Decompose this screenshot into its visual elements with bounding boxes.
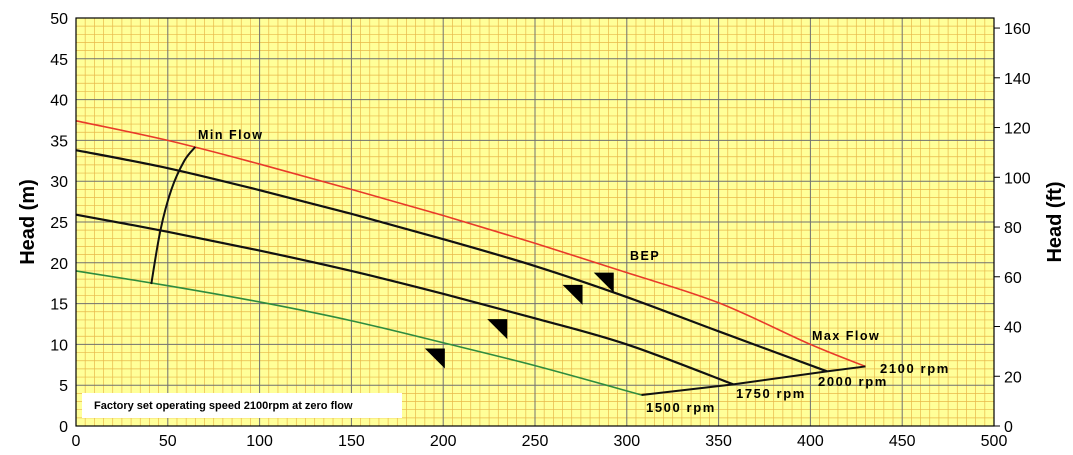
min-flow-curve <box>150 146 197 285</box>
curve-2100-rpm <box>75 120 866 368</box>
y-tick-label-right: 140 <box>1004 71 1031 88</box>
rpm-label-2100: 2100 rpm <box>880 361 950 376</box>
y-tick-label-right: 0 <box>1004 419 1013 436</box>
y-axis-title-right: Head (ft) <box>1044 181 1066 262</box>
rpm-label-1750: 1750 rpm <box>736 386 806 401</box>
max-flow-line <box>641 365 866 396</box>
bep-marker <box>593 272 614 293</box>
curve-1500-rpm <box>75 270 642 396</box>
y-tick-label-right: 120 <box>1004 121 1031 138</box>
bep-marker <box>424 348 445 369</box>
y-tick-label-right: 40 <box>1004 320 1022 337</box>
bep-markers <box>424 272 614 369</box>
max-flow-label: Max Flow <box>812 329 880 343</box>
curves <box>75 120 866 396</box>
y-tick-label-left: 10 <box>50 337 68 354</box>
y-tick-label-left: 20 <box>50 256 68 273</box>
y-tick-label-right: 80 <box>1004 220 1022 237</box>
y-tick-label-right: 20 <box>1004 369 1022 386</box>
x-tick-label: 200 <box>430 433 457 450</box>
x-tick-label: 300 <box>613 433 640 450</box>
x-tick-label: 50 <box>159 433 177 450</box>
x-tick-label: 100 <box>246 433 273 450</box>
y-tick-label-right: 160 <box>1004 21 1031 38</box>
y-tick-label-left: 5 <box>59 378 68 395</box>
curve-1750-rpm <box>75 213 734 386</box>
y-tick-label-left: 45 <box>50 52 68 69</box>
plot-frame <box>75 17 995 427</box>
bep-marker <box>562 284 583 305</box>
y-tick-label-right: 100 <box>1004 170 1031 187</box>
y-tick-label-left: 25 <box>50 215 68 232</box>
rpm-label-2000: 2000 rpm <box>818 374 888 389</box>
y-tick-label-left: 30 <box>50 174 68 191</box>
x-tick-label: 0 <box>72 433 81 450</box>
y-tick-label-left: 35 <box>50 133 68 150</box>
curve-2000-rpm <box>75 149 828 373</box>
factory-speed-note: Factory set operating speed 2100rpm at z… <box>94 400 353 412</box>
y-axis-title-left: Head (m) <box>17 179 39 265</box>
y-tick-label-left: 50 <box>50 11 68 28</box>
x-tick-label: 150 <box>338 433 365 450</box>
x-tick-label: 250 <box>522 433 549 450</box>
axis-ticks: 0 50 100 150 200 250 300 350 400 450 5000510152025… <box>50 11 1031 450</box>
rpm-label-1500: 1500 rpm <box>646 400 716 415</box>
y-tick-label-left: 15 <box>50 297 68 314</box>
bep-label: BEP <box>630 249 660 263</box>
x-tick-label: 450 <box>889 433 916 450</box>
bep-marker <box>487 319 508 340</box>
y-tick-label-left: 0 <box>59 419 68 436</box>
x-tick-label: 350 <box>705 433 732 450</box>
min-flow-label: Min Flow <box>198 128 263 142</box>
y-tick-label-left: 40 <box>50 93 68 110</box>
x-tick-label: 500 <box>981 433 1008 450</box>
note-box <box>82 393 402 418</box>
x-tick-label: 400 <box>797 433 824 450</box>
y-tick-label-right: 60 <box>1004 270 1022 287</box>
